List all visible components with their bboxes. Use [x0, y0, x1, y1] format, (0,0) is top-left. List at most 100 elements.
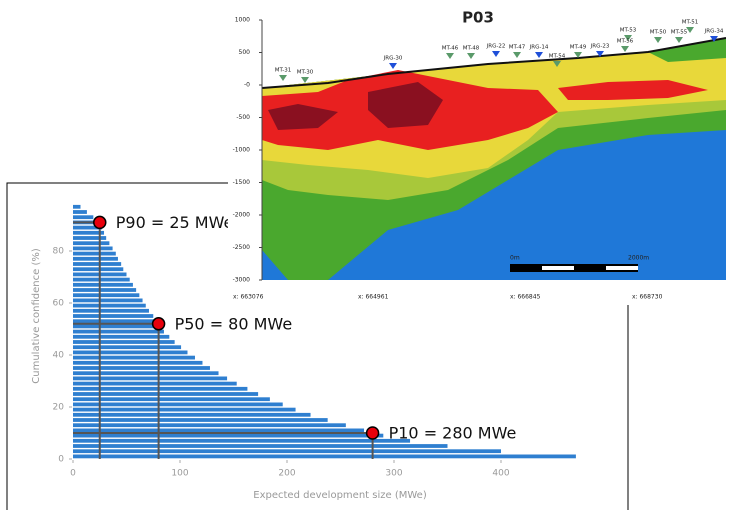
well-marker [574, 52, 582, 58]
well-label: MT-48 [463, 46, 480, 52]
section-title: P03 [462, 9, 494, 27]
scale-bar-gap [606, 266, 638, 270]
y-tick-label: -1500 [233, 179, 251, 186]
well-marker [553, 61, 561, 67]
bar [73, 277, 130, 282]
bar [73, 230, 105, 235]
x-axis-label: Expected development size (MWe) [253, 490, 427, 501]
bar [73, 412, 311, 417]
bar [73, 438, 411, 443]
x-tick-label: 400 [492, 469, 509, 479]
bar [73, 454, 576, 459]
y-tick-label: 40 [53, 351, 65, 361]
marker-label: P50 = 80 MWe [175, 314, 293, 333]
well-label: JRG-30 [383, 56, 403, 62]
well-label: JRG-14 [529, 45, 549, 51]
bar [73, 350, 188, 355]
well-label: MT-50 [650, 30, 667, 36]
well-label: MT-46 [442, 46, 459, 52]
bar [73, 334, 170, 339]
y-tick-label: -0 [244, 82, 250, 89]
x-tick-label: 0 [70, 469, 76, 479]
well-marker [535, 52, 543, 58]
bar [73, 360, 203, 365]
well-marker [654, 37, 662, 43]
bar [73, 225, 102, 230]
y-tick-label: 1000 [235, 17, 250, 24]
well-marker [675, 37, 683, 43]
scale-label: 2000m [628, 255, 649, 262]
bar [73, 308, 149, 313]
bar [73, 423, 346, 428]
marker [93, 215, 107, 230]
bar [73, 256, 118, 261]
bar [73, 210, 87, 214]
bar [73, 282, 133, 287]
bar [73, 386, 248, 391]
well-marker [492, 51, 500, 57]
bar [73, 366, 210, 370]
well-label: JRG-34 [704, 29, 724, 35]
bar [73, 433, 384, 438]
section-fill [262, 20, 726, 280]
bar [73, 381, 237, 386]
marker-label: P90 = 25 MWe [116, 213, 234, 232]
y-tick-label: -1000 [233, 147, 251, 154]
marker-label: P10 = 280 MWe [389, 424, 517, 443]
well-label: JRG-23 [590, 44, 610, 50]
bar [73, 215, 94, 220]
bar [73, 355, 195, 360]
x-tick-label: 200 [278, 469, 295, 479]
bar [73, 428, 365, 433]
bar [73, 329, 164, 334]
bar [73, 397, 270, 402]
y-axis-label: Cumulative confidence (%) [31, 248, 42, 384]
well-marker [389, 63, 397, 69]
bar [73, 371, 219, 376]
scale-bar-gap [542, 266, 574, 270]
well-label: MT-54 [549, 54, 566, 60]
bar [73, 267, 124, 272]
bar [73, 236, 107, 240]
well-marker [467, 53, 475, 59]
well-label: MT-49 [570, 45, 587, 51]
y-tick-label: -500 [236, 114, 250, 121]
bar [73, 319, 157, 324]
well-label: MT-56 [617, 39, 634, 45]
y-tick-label: 60 [53, 299, 65, 309]
well-marker [621, 46, 629, 52]
well-marker [624, 35, 632, 41]
y-tick-label: 20 [53, 403, 65, 413]
well-marker [686, 27, 694, 33]
cross-section: P03 1000 500 -0 -500 -1000 -1500 -2000 -2500 -30… [228, 0, 730, 305]
well-label: MT-31 [275, 68, 292, 74]
bar [73, 449, 501, 454]
well-label: JRG-22 [486, 44, 506, 50]
marker [365, 426, 380, 440]
bar [73, 314, 154, 318]
well-marker [301, 77, 309, 83]
well-label: MT-55 [671, 30, 688, 36]
y-tick-label: 0 [58, 455, 64, 465]
y-tick-label: 80 [53, 247, 65, 257]
bar [73, 324, 160, 329]
bar [73, 444, 448, 448]
bar [73, 293, 140, 298]
bar [73, 345, 182, 350]
well-marker [446, 53, 454, 59]
bar [73, 392, 259, 396]
x-label: x: 664961 [358, 294, 389, 301]
scale-label: 0m [510, 255, 520, 262]
well-marker [596, 51, 604, 57]
bar [73, 251, 116, 256]
bar [73, 246, 113, 251]
y-tick-label: -2500 [233, 244, 251, 251]
x-label: x: 666845 [510, 294, 541, 301]
well-label: MT-53 [620, 28, 637, 34]
bar [73, 340, 175, 344]
well-marker [279, 75, 287, 81]
bar [73, 298, 143, 303]
bar [73, 376, 228, 381]
bar [73, 407, 296, 412]
